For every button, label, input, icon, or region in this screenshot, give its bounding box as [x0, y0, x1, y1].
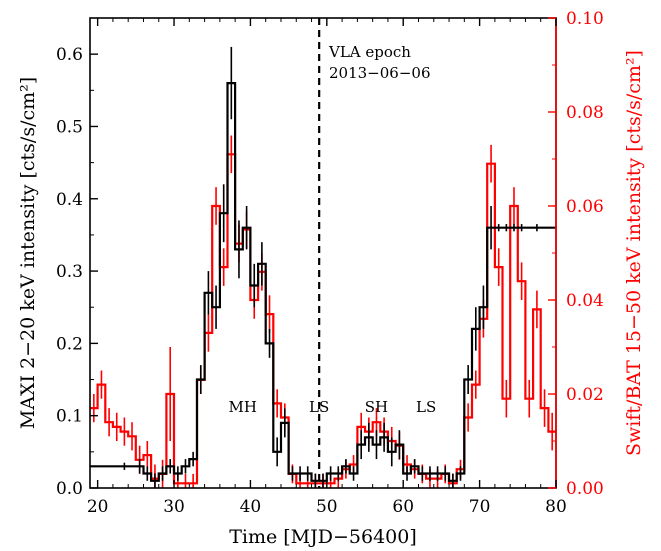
left-y-tick-label: 0.4: [56, 190, 83, 210]
state-label: MH: [229, 398, 257, 416]
right-y-axis: 0.00 0.02 0.04 0.06 0.08 0.10: [548, 9, 604, 499]
right-y-tick-label: 0.08: [566, 103, 604, 123]
left-y-tick-label: 0.0: [56, 479, 83, 499]
state-label: LS: [416, 398, 436, 416]
x-tick-label: 40: [240, 497, 262, 517]
left-y-tick-label: 0.5: [56, 117, 83, 137]
right-y-tick-label: 0.00: [566, 479, 604, 499]
left-y-tick-label: 0.2: [56, 334, 83, 354]
left-y-tick-label: 0.3: [56, 262, 83, 282]
x-tick-label: 50: [316, 497, 338, 517]
x-tick-label: 20: [87, 497, 109, 517]
left-y-tick-label: 0.6: [56, 45, 83, 65]
right-y-tick-label: 0.02: [566, 385, 604, 405]
right-y-tick-label: 0.06: [566, 197, 604, 217]
left-y-axis-label: MAXI 2−20 keV intensity [cts/s/cm²]: [17, 77, 39, 429]
right-y-tick-label: 0.10: [566, 9, 604, 29]
x-tick-label: 70: [469, 497, 491, 517]
x-tick-label: 80: [545, 497, 567, 517]
right-y-tick-label: 0.04: [566, 291, 604, 311]
x-tick-label: 30: [163, 497, 185, 517]
vla-epoch-label: VLA epoch: [328, 43, 411, 61]
state-labels: MH LS SH LS: [229, 398, 437, 416]
state-label: LS: [309, 398, 329, 416]
vla-epoch-date: 2013−06−06: [329, 64, 430, 82]
x-tick-label: 60: [392, 497, 414, 517]
x-axis-label: Time [MJD−56400]: [229, 526, 417, 548]
right-y-axis-label: Swift/BAT 15−50 keV intensity [cts/s/cm²…: [623, 50, 645, 456]
left-y-tick-label: 0.1: [56, 407, 83, 427]
series-layer: [90, 46, 556, 488]
left-y-axis: 0.0 0.1 0.2 0.3 0.4 0.5 0.6: [56, 17, 98, 499]
x-axis: 20 30 40 50 60 70 80: [87, 18, 567, 517]
state-label: SH: [365, 398, 388, 416]
